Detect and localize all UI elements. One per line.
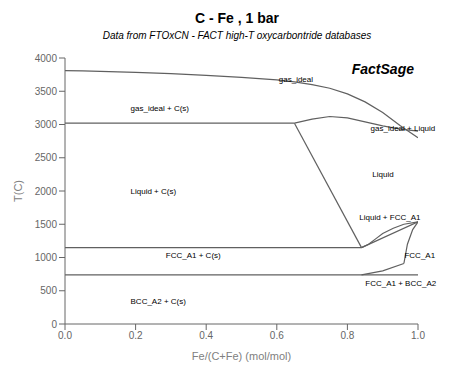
svg-text:gas_ideal: gas_ideal: [279, 75, 313, 84]
svg-text:2000: 2000: [35, 186, 58, 197]
svg-text:1.0: 1.0: [411, 330, 425, 341]
svg-text:0.0: 0.0: [58, 330, 72, 341]
svg-text:0.6: 0.6: [270, 330, 284, 341]
svg-text:0.4: 0.4: [199, 330, 213, 341]
svg-text:1500: 1500: [35, 219, 58, 230]
html-text:FactSage: FactSage: [351, 61, 414, 77]
svg-text:gas_ideal + C(s): gas_ideal + C(s): [131, 104, 190, 113]
svg-text:BCC_A2 + C(s): BCC_A2 + C(s): [131, 297, 187, 306]
svg-text:3500: 3500: [35, 86, 58, 97]
svg-text:2500: 2500: [35, 152, 58, 163]
svg-text:0.2: 0.2: [129, 330, 143, 341]
svg-text:4000: 4000: [35, 53, 58, 64]
html-text:C - Fe , 1 bar: C - Fe , 1 bar: [195, 10, 279, 26]
svg-text:gas_ideal + Liquid: gas_ideal + Liquid: [371, 124, 436, 133]
svg-text:Fe/(C+Fe) (mol/mol): Fe/(C+Fe) (mol/mol): [192, 350, 291, 362]
svg-text:Liquid + C(s): Liquid + C(s): [131, 187, 177, 196]
svg-text:0.8: 0.8: [340, 330, 354, 341]
svg-text:Liquid + FCC_A1: Liquid + FCC_A1: [359, 213, 421, 222]
svg-text:3000: 3000: [35, 119, 58, 130]
svg-text:Liquid: Liquid: [372, 170, 393, 179]
svg-text:0: 0: [51, 319, 57, 330]
svg-text:500: 500: [40, 285, 57, 296]
svg-text:FCC_A1: FCC_A1: [404, 251, 435, 260]
svg-text:1000: 1000: [35, 252, 58, 263]
svg-text:FCC_A1 + C(s): FCC_A1 + C(s): [166, 251, 221, 260]
svg-text:FCC_A1 + BCC_A2: FCC_A1 + BCC_A2: [365, 279, 436, 288]
html-text:Data from FTOxCN - FACT high-T: Data from FTOxCN - FACT high-T oxycarbon…: [102, 30, 372, 41]
svg-text:T(C): T(C): [12, 180, 24, 202]
